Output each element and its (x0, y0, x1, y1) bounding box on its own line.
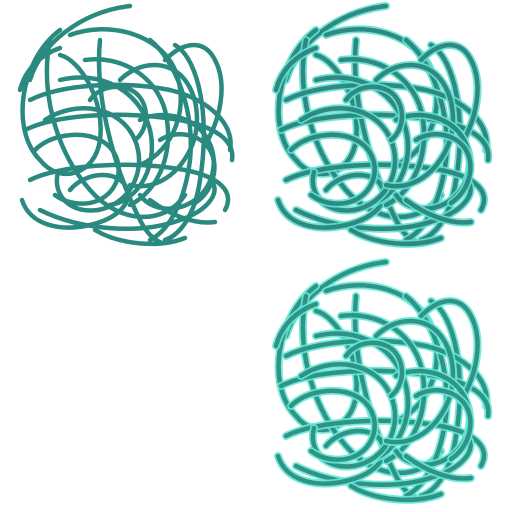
scribble-stroke (27, 3, 133, 83)
scribble-plain-cell (0, 0, 256, 256)
scribble-glow-bright (272, 258, 493, 504)
scribble-stroke (19, 172, 131, 230)
scribble-glow-bright-cell (256, 256, 512, 512)
scribble-stroke (313, 331, 411, 464)
scribble-stroke (57, 75, 155, 208)
scribble-stroke (162, 42, 224, 148)
scribble-stroke (300, 293, 444, 476)
scribble-stroke (293, 433, 473, 487)
scribble-stroke (288, 132, 377, 206)
scribble-stroke (275, 428, 387, 486)
scribble-stroke (373, 318, 456, 445)
scribble-stroke (92, 227, 188, 247)
scribble-stroke (373, 62, 456, 189)
scribble-plain (17, 3, 235, 247)
scribble-stroke (293, 177, 473, 231)
scribble-stroke (44, 37, 188, 220)
scribble-stroke (117, 62, 200, 189)
scribble-stroke-glow (272, 44, 320, 94)
scribble-stroke (300, 37, 444, 220)
scribble-stroke (162, 42, 207, 243)
scribble-stroke (157, 132, 217, 206)
scribble-stroke (403, 197, 474, 225)
scribble-stroke (273, 301, 319, 349)
scribble-stroke (37, 177, 217, 231)
scribble-stroke (348, 483, 444, 503)
scribble-stroke (67, 26, 184, 168)
scribble-stroke (313, 75, 411, 208)
scribble-stroke (418, 42, 463, 243)
empty-cell (0, 256, 256, 512)
scribble-stroke (27, 82, 233, 153)
scribble-stroke (418, 298, 480, 404)
scribble-stroke (283, 82, 489, 153)
scribble-stroke (17, 45, 63, 93)
scribble-glow (272, 2, 493, 248)
scribble-stroke (87, 84, 149, 143)
scribble-stroke (27, 162, 231, 213)
scribble-stroke (343, 340, 405, 399)
scribble-stroke (147, 197, 218, 225)
scribble-stroke (403, 453, 474, 481)
scribble-stroke (32, 132, 121, 206)
scribble-stroke (413, 388, 473, 462)
scribble-stroke (283, 338, 489, 409)
scribble-stroke (413, 132, 473, 206)
scribble-stroke (418, 298, 463, 499)
scribble-stroke (348, 227, 444, 247)
scribble-stroke (418, 42, 480, 148)
scribble-stroke (343, 84, 405, 143)
scribble-glow-cell (256, 0, 512, 256)
scribble-stroke (288, 388, 377, 462)
scribble-stroke (275, 172, 387, 230)
scribble-stroke-glow (272, 300, 320, 350)
scribble-stroke (273, 45, 319, 93)
